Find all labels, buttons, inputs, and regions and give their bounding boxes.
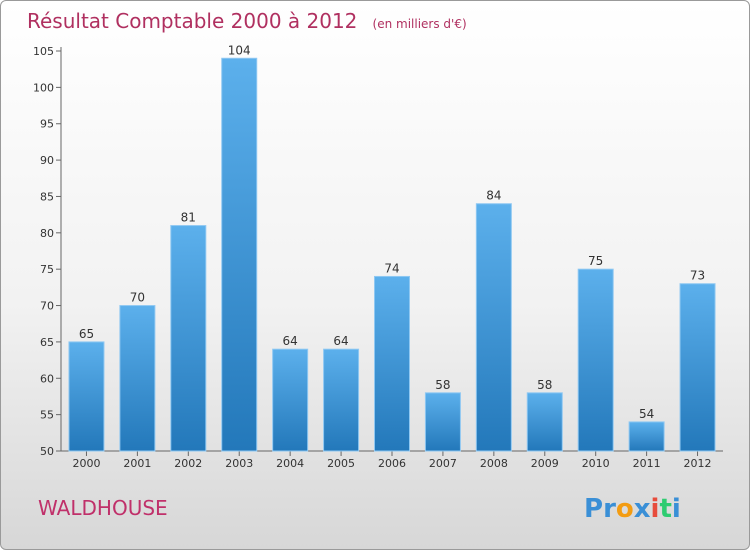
chart-title: Résultat Comptable 2000 à 2012 (en milli… xyxy=(27,9,467,33)
logo-letter: o xyxy=(616,494,634,524)
chart-title-main: Résultat Comptable 2000 à 2012 xyxy=(27,9,357,33)
x-tick-label-2009: 2009 xyxy=(531,457,559,470)
y-tick-label: 60 xyxy=(40,372,54,385)
data-label-2004: 64 xyxy=(283,334,298,348)
data-label-2012: 73 xyxy=(690,269,705,283)
bar-2008 xyxy=(475,203,512,452)
y-tick-label: 105 xyxy=(33,45,54,58)
data-label-2008: 84 xyxy=(486,189,501,203)
y-tick-label: 100 xyxy=(33,81,54,94)
logo-letter: x xyxy=(634,494,651,524)
x-tick-label-2006: 2006 xyxy=(378,457,406,470)
bar-2002 xyxy=(170,225,207,452)
x-tick-label-2003: 2003 xyxy=(225,457,253,470)
data-label-2010: 75 xyxy=(588,254,603,268)
proxiti-logo: Proxiti xyxy=(584,494,681,524)
y-tick-label: 65 xyxy=(40,336,54,349)
x-tick-label-2008: 2008 xyxy=(480,457,508,470)
x-tick-label-2012: 2012 xyxy=(684,457,712,470)
x-tick-label-2004: 2004 xyxy=(276,457,304,470)
data-label-2003: 104 xyxy=(228,43,251,57)
data-label-2007: 58 xyxy=(435,378,450,392)
bar-2005 xyxy=(323,348,360,452)
data-label-2001: 70 xyxy=(130,291,145,305)
logo-letter: r xyxy=(603,494,616,524)
y-tick-label: 80 xyxy=(40,227,54,240)
y-tick-label: 75 xyxy=(40,263,54,276)
logo-letter: P xyxy=(584,494,603,524)
x-tick-label-2000: 2000 xyxy=(72,457,100,470)
bar-2006 xyxy=(374,275,410,452)
place-label: WALDHOUSE xyxy=(38,496,168,520)
y-tick-label: 85 xyxy=(40,190,54,203)
x-tick-label-2010: 2010 xyxy=(582,457,610,470)
bar-2003 xyxy=(221,57,258,452)
data-label-2009: 58 xyxy=(537,378,552,392)
logo-letter: i xyxy=(651,494,660,524)
logo-letter: t xyxy=(659,494,671,524)
y-tick-label: 55 xyxy=(40,409,54,422)
data-label-2011: 54 xyxy=(639,407,654,421)
data-label-2005: 64 xyxy=(333,334,348,348)
y-tick-label: 70 xyxy=(40,300,54,313)
chart-title-subtitle: (en milliers d'€) xyxy=(373,17,467,31)
y-tick-label: 95 xyxy=(40,118,54,131)
x-tick-label-2011: 2011 xyxy=(633,457,661,470)
bar-2004 xyxy=(272,348,309,452)
x-tick-label-2002: 2002 xyxy=(174,457,202,470)
bar-2010 xyxy=(577,268,614,452)
bar-2011 xyxy=(628,421,665,452)
bars: 65 70 81 104 64 64 74 58 84 58 75 54 73 xyxy=(68,43,716,452)
x-tick-label-2005: 2005 xyxy=(327,457,355,470)
data-label-2006: 74 xyxy=(384,261,399,275)
x-tick-label-2007: 2007 xyxy=(429,457,457,470)
bar-2009 xyxy=(526,392,563,452)
bar-2007 xyxy=(424,392,461,452)
bar-2012 xyxy=(679,283,716,452)
axes: 50 55 60 65 70 75 80 85 90 95 100 105 2000 2001 2002 20… xyxy=(33,45,723,470)
y-tick-label: 50 xyxy=(40,445,54,458)
x-tick-label-2001: 2001 xyxy=(123,457,151,470)
logo-letter: i xyxy=(672,494,681,524)
y-tick-label: 90 xyxy=(40,154,54,167)
bar-2000 xyxy=(68,341,105,452)
bar-2001 xyxy=(119,305,156,452)
data-label-2000: 65 xyxy=(79,327,94,341)
data-label-2002: 81 xyxy=(181,211,196,225)
